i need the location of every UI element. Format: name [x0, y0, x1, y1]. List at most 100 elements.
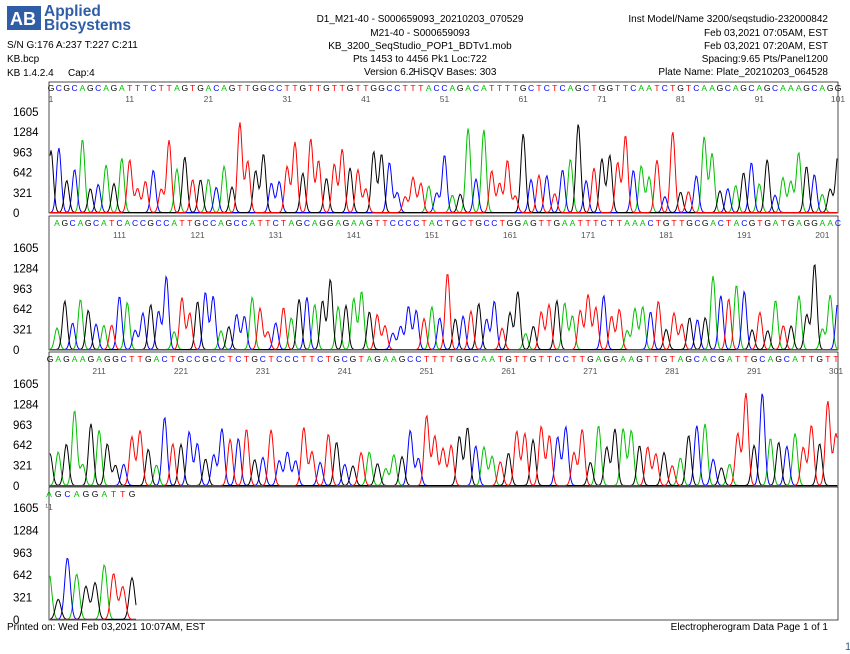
base-call: G: [374, 354, 381, 364]
base-call: C: [473, 83, 479, 93]
base-call: T: [781, 218, 786, 228]
panel-frame: [48, 486, 839, 621]
base-call: A: [74, 489, 80, 499]
base-call: C: [194, 354, 200, 364]
base-call: T: [609, 218, 614, 228]
base-call: C: [342, 354, 348, 364]
base-call: T: [440, 354, 445, 364]
base-call: C: [273, 218, 279, 228]
base-call: G: [702, 218, 709, 228]
base-call: T: [825, 354, 830, 364]
base-call: T: [468, 218, 473, 228]
base-call: G: [229, 83, 236, 93]
trace-T: [50, 573, 136, 620]
base-call: C: [186, 354, 192, 364]
position-label: 241: [338, 366, 352, 376]
base-call: C: [583, 83, 589, 93]
y-tick-label: 321: [13, 461, 32, 473]
base-call: T: [244, 354, 249, 364]
base-call: A: [827, 218, 833, 228]
base-call: T: [801, 354, 806, 364]
base-call: T: [580, 354, 585, 364]
base-call: T: [432, 354, 437, 364]
position-label: 291: [747, 366, 761, 376]
printed-on: Printed on: Wed Feb 03,2021 10:07AM, EST: [7, 622, 206, 633]
position-label: 121: [190, 230, 204, 240]
base-call: G: [520, 83, 527, 93]
base-call: G: [636, 354, 643, 364]
position-label: ¹1: [45, 502, 53, 512]
base-call: G: [327, 218, 334, 228]
trace-C: [50, 557, 136, 620]
base-call: T: [571, 354, 576, 364]
base-call: A: [481, 83, 487, 93]
base-call: G: [514, 218, 521, 228]
base-call: T: [522, 354, 527, 364]
base-call: A: [101, 489, 107, 499]
base-call: A: [78, 218, 84, 228]
capillary: Cap:4: [68, 68, 95, 79]
base-call: A: [734, 218, 740, 228]
base-call: G: [252, 83, 259, 93]
base-call: C: [121, 354, 127, 364]
base-call: T: [656, 218, 661, 228]
base-call: T: [127, 83, 132, 93]
trace-A: [49, 275, 838, 350]
base-call: C: [260, 354, 266, 364]
position-label: 171: [581, 230, 595, 240]
base-call: G: [803, 83, 810, 93]
base-call: G: [83, 489, 90, 499]
base-call: C: [718, 218, 724, 228]
base-call: A: [154, 354, 160, 364]
base-call: G: [112, 354, 119, 364]
base-call: T: [547, 354, 552, 364]
base-call: C: [211, 354, 217, 364]
base-call: A: [174, 83, 180, 93]
trace-T: [50, 274, 837, 350]
base-call: G: [87, 83, 94, 93]
base-call: C: [394, 83, 400, 93]
position-label: 301: [829, 366, 843, 376]
base-call: C: [284, 354, 290, 364]
base-call: G: [612, 354, 619, 364]
base-call: A: [221, 83, 227, 93]
position-label: 11: [125, 94, 134, 104]
base-call: G: [366, 218, 373, 228]
base-call: T: [228, 354, 233, 364]
base-call: T: [382, 218, 387, 228]
position-label: 231: [256, 366, 270, 376]
position-label: 191: [737, 230, 751, 240]
base-call: C: [234, 218, 240, 228]
base-call: G: [530, 218, 537, 228]
base-call: C: [304, 218, 310, 228]
base-call: A: [646, 83, 652, 93]
position-label: 81: [676, 94, 686, 104]
applied-biosystems-logo: AB: [7, 6, 41, 30]
y-tick-label: 642: [13, 168, 32, 180]
base-call: A: [359, 218, 365, 228]
trace-A: [50, 128, 837, 213]
y-tick-label: 963: [13, 420, 32, 432]
trace-G: [49, 576, 137, 620]
position-label: 91: [755, 94, 765, 104]
base-call: T: [449, 354, 454, 364]
base-call: A: [465, 83, 471, 93]
base-call: G: [457, 83, 464, 93]
run-end-date: Feb 03,2021 07:20AM, EST: [704, 41, 828, 52]
base-call: T: [190, 83, 195, 93]
y-tick-label: 1284: [13, 525, 39, 537]
base-call: T: [179, 218, 184, 228]
base-call: A: [638, 83, 644, 93]
base-call: T: [355, 83, 360, 93]
y-tick-label: 1284: [13, 263, 39, 275]
base-call: A: [312, 218, 318, 228]
position-label: 261: [501, 366, 515, 376]
y-tick-label: 642: [13, 440, 32, 452]
base-call: T: [268, 354, 273, 364]
kb-version: KB 1.4.2.4: [7, 68, 54, 79]
position-label: 281: [665, 366, 679, 376]
base-call: G: [717, 83, 724, 93]
base-call: G: [603, 354, 610, 364]
sample-name: M21-40 - S000659093: [370, 28, 470, 39]
